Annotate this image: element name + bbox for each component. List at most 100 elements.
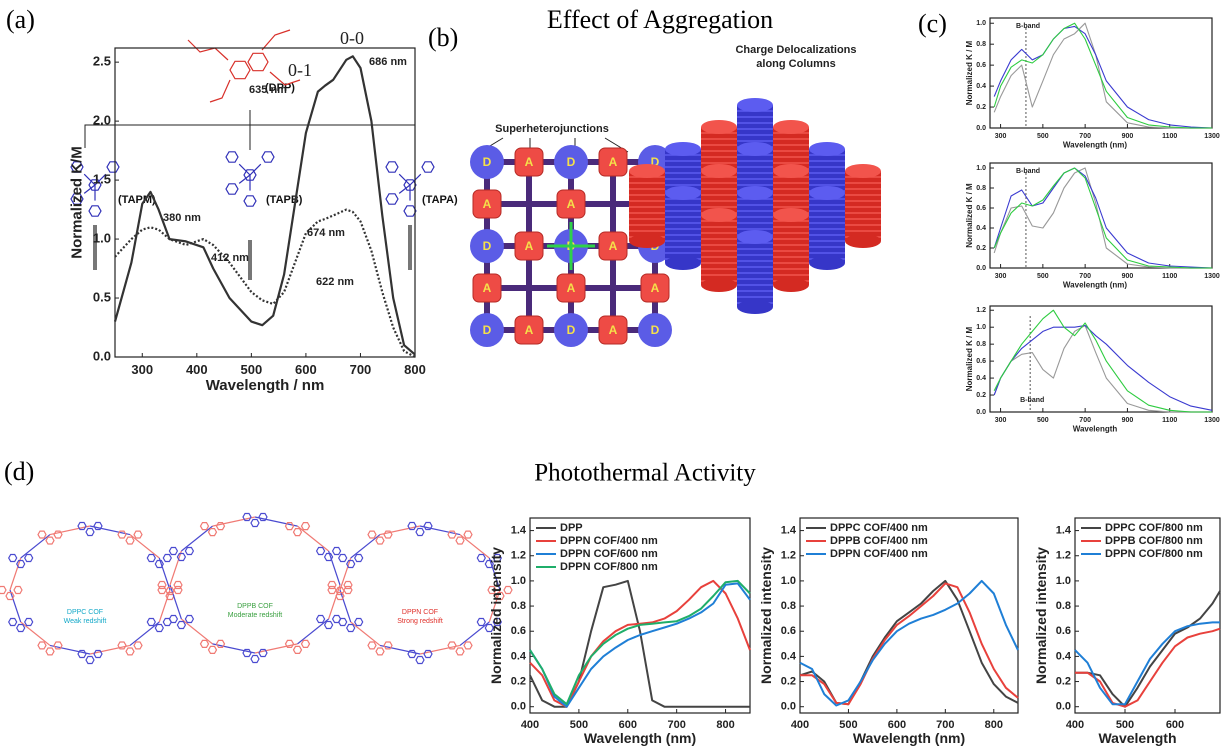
bond — [158, 557, 171, 591]
ring — [242, 512, 252, 522]
chain — [269, 71, 301, 86]
y-tick-label: 1.2 — [976, 307, 986, 314]
series-line — [799, 579, 1019, 706]
legend-label: DPPC COF/400 nm — [830, 522, 928, 534]
bond — [297, 618, 329, 645]
annotation: 0-1 — [288, 60, 312, 80]
bond — [20, 621, 51, 646]
column-base — [737, 300, 773, 314]
annotation: 412 nm — [211, 252, 249, 264]
x-tick-label: 700 — [1079, 417, 1091, 424]
y-tick-label: 0.6 — [976, 62, 986, 69]
ring — [367, 530, 377, 539]
bond — [169, 584, 182, 620]
acceptor-label: A — [525, 239, 534, 253]
panel-label: (d) — [4, 457, 34, 486]
ring — [199, 639, 210, 649]
ring — [16, 559, 26, 569]
x-tick-label: 400 — [186, 362, 208, 377]
acceptor-label: A — [609, 155, 618, 169]
diagram-arrows — [84, 110, 629, 280]
ring — [407, 649, 417, 659]
annotation: B-band — [1020, 397, 1044, 404]
acceptor-label: A — [651, 281, 660, 295]
ring — [77, 649, 87, 659]
column-top — [773, 120, 809, 134]
column-top — [629, 164, 665, 178]
bond — [350, 621, 381, 646]
x-axis-label: Wavelength (nm) — [853, 730, 965, 746]
series-line — [993, 22, 1212, 129]
y-tick-label: 0.0 — [93, 348, 111, 363]
ring — [173, 580, 183, 590]
y-tick-label: 2.0 — [93, 113, 111, 128]
ring — [215, 521, 226, 531]
bond — [83, 184, 96, 194]
y-tick-label: 0.4 — [976, 375, 986, 382]
x-tick-label: 500 — [839, 719, 857, 731]
y-tick-label: 0.0 — [511, 701, 526, 713]
bond — [89, 525, 131, 536]
ring — [415, 655, 425, 665]
ring — [146, 617, 156, 627]
y-axis-label: Normalized K / M — [965, 40, 974, 105]
series-line — [993, 324, 1212, 413]
bond — [83, 173, 96, 186]
x-tick-label: 600 — [295, 362, 317, 377]
series-line — [529, 579, 750, 708]
chart: 300 500 700 900 1100 1300 0.0 0.2 0.4 0.6 0.8 1.0 1.… — [965, 305, 1220, 434]
bond — [328, 550, 341, 586]
series-line — [529, 579, 751, 706]
column-top — [773, 164, 809, 178]
ring — [447, 641, 457, 650]
column-base — [665, 256, 701, 270]
x-tick-label: 400 — [1066, 719, 1084, 731]
x-tick-label: 300 — [995, 133, 1007, 140]
series-line — [799, 579, 1019, 707]
y-tick-label: 1.5 — [93, 172, 111, 187]
chart: 400 500 600 0.0 0.2 0.4 0.6 0.8 1.0 1.2 1.4 Wavelen… — [1033, 517, 1221, 746]
column-base — [845, 234, 881, 248]
acceptor-label: A — [483, 197, 492, 211]
ring — [447, 530, 457, 539]
series-line — [800, 582, 1019, 706]
x-tick-label: 500 — [1037, 133, 1049, 140]
column-top — [737, 98, 773, 112]
x-tick-label: 500 — [1037, 417, 1049, 424]
bond — [254, 643, 298, 654]
x-tick-label: 600 — [888, 719, 906, 731]
donor-node — [638, 313, 672, 347]
y-tick-label: 2.5 — [93, 54, 111, 69]
column-base — [773, 278, 809, 292]
ring — [492, 553, 502, 563]
ring — [375, 536, 385, 545]
series-line — [993, 167, 1212, 269]
x-tick-label: 300 — [995, 273, 1007, 280]
ring — [168, 546, 179, 556]
ring — [45, 536, 55, 545]
acceptor-label: A — [483, 281, 492, 295]
bond — [339, 589, 352, 623]
ring — [85, 655, 95, 665]
series-line — [993, 309, 1212, 413]
ring — [37, 530, 47, 539]
y-tick-label: 0.2 — [976, 104, 986, 111]
y-axis-label: Normalized intensity — [488, 547, 504, 684]
ring — [495, 591, 505, 601]
x-tick-label: 1100 — [1162, 273, 1177, 280]
y-tick-label: 0.6 — [511, 625, 526, 637]
donor-node — [470, 229, 504, 263]
chart: 300 500 700 900 1100 1300 0.0 0.2 0.4 0.6 0.8 1.0 Wa… — [965, 162, 1220, 290]
ring — [385, 193, 399, 205]
legend-label: DPPB COF/800 nm — [1105, 535, 1203, 547]
ring — [338, 617, 348, 627]
column-top — [845, 164, 881, 178]
cof-note: Strong redshift — [397, 618, 443, 625]
ring — [70, 161, 84, 173]
annotation: 622 nm — [316, 276, 354, 288]
ring — [484, 559, 494, 569]
y-axis-label: Normalized K/M — [68, 146, 85, 259]
y-tick-label: 0.2 — [976, 245, 986, 252]
x-tick-label: 1100 — [1162, 133, 1177, 140]
acceptor-node — [556, 189, 586, 219]
